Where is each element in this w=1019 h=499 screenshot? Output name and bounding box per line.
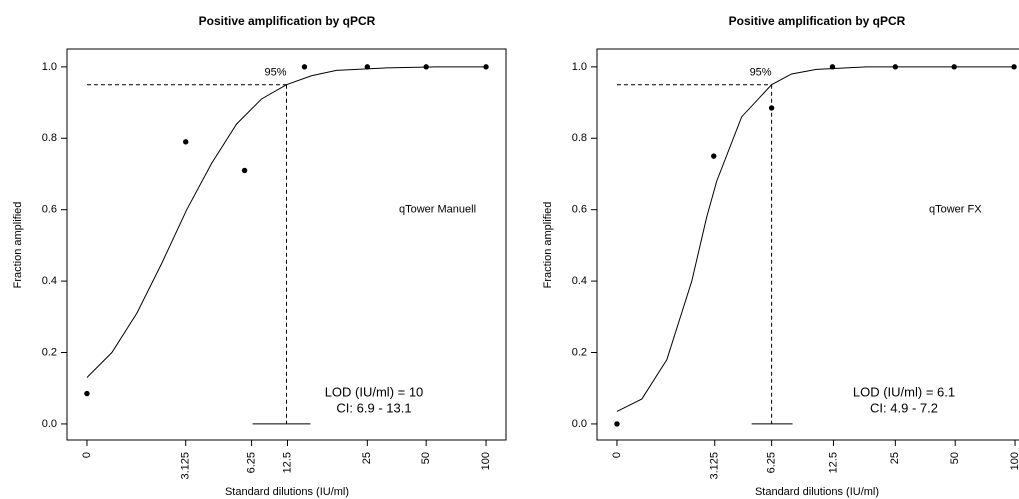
data-point [614, 421, 620, 427]
instrument-label: qTower FX [929, 204, 982, 216]
data-point [711, 153, 717, 159]
y-tick-label: 0.2 [42, 346, 57, 358]
x-tick-label: 0 [81, 452, 93, 458]
data-point [892, 64, 899, 70]
data-point [768, 105, 775, 111]
y-axis-label: Fraction amplified [12, 202, 24, 289]
ci-text: CI: 4.9 - 7.2 [870, 400, 938, 415]
data-point [364, 64, 371, 70]
x-axis-label: Standard dilutions (IU/ml) [755, 486, 879, 498]
data-point [1011, 64, 1017, 70]
chart-title: Positive amplification by qPCR [729, 14, 906, 28]
y-tick-label: 1.0 [572, 61, 587, 73]
data-point [241, 167, 248, 174]
data-point [423, 64, 429, 70]
x-tick-label: 6.25 [766, 452, 778, 473]
x-tick-label: 50 [420, 452, 432, 464]
plot-frame [596, 48, 1019, 441]
x-tick-label: 12.5 [827, 452, 839, 473]
y-tick-label: 0.4 [572, 275, 587, 287]
threshold-label: 95% [264, 67, 286, 79]
x-tick-label: 100 [1009, 452, 1019, 470]
y-tick-label: 0.4 [42, 275, 57, 287]
lod-text: LOD (IU/ml) = 6.1 [853, 384, 955, 399]
y-tick-label: 0.6 [572, 204, 587, 216]
x-tick-label: 0 [611, 452, 623, 458]
data-point [483, 64, 489, 70]
y-tick-label: 0.8 [572, 132, 587, 144]
plot-frame [66, 48, 507, 441]
y-tick-label: 0.0 [572, 418, 587, 430]
y-tick-label: 1.0 [42, 61, 57, 73]
y-axis-label: Fraction amplified [542, 202, 554, 289]
y-tick-label: 0.2 [572, 346, 587, 358]
fitted-curve [86, 66, 487, 378]
x-axis-label: Standard dilutions (IU/ml) [225, 486, 349, 498]
y-tick-label: 0.0 [42, 418, 57, 430]
x-tick-label: 25 [361, 452, 373, 464]
x-tick-label: 6.25 [245, 452, 257, 473]
threshold-label: 95% [750, 67, 772, 79]
x-tick-label: 50 [949, 452, 961, 464]
ci-text: CI: 6.9 - 13.1 [336, 400, 411, 415]
y-tick-label: 0.6 [42, 204, 57, 216]
x-tick-label: 3.125 [709, 452, 721, 480]
y-tick-label: 0.8 [42, 132, 57, 144]
x-tick-label: 25 [889, 452, 901, 464]
data-point [84, 390, 90, 397]
fitted-curve [616, 66, 1017, 412]
data-point [829, 64, 836, 70]
x-tick-label: 3.125 [180, 452, 192, 480]
x-tick-label: 100 [480, 452, 492, 470]
chart-title: Positive amplification by qPCR [199, 14, 376, 28]
data-point [183, 139, 189, 145]
lod-text: LOD (IU/ml) = 10 [325, 384, 424, 399]
data-point [301, 64, 308, 70]
data-point [951, 64, 957, 70]
instrument-label: qTower Manuell [399, 204, 476, 216]
x-tick-label: 12.5 [281, 452, 293, 473]
